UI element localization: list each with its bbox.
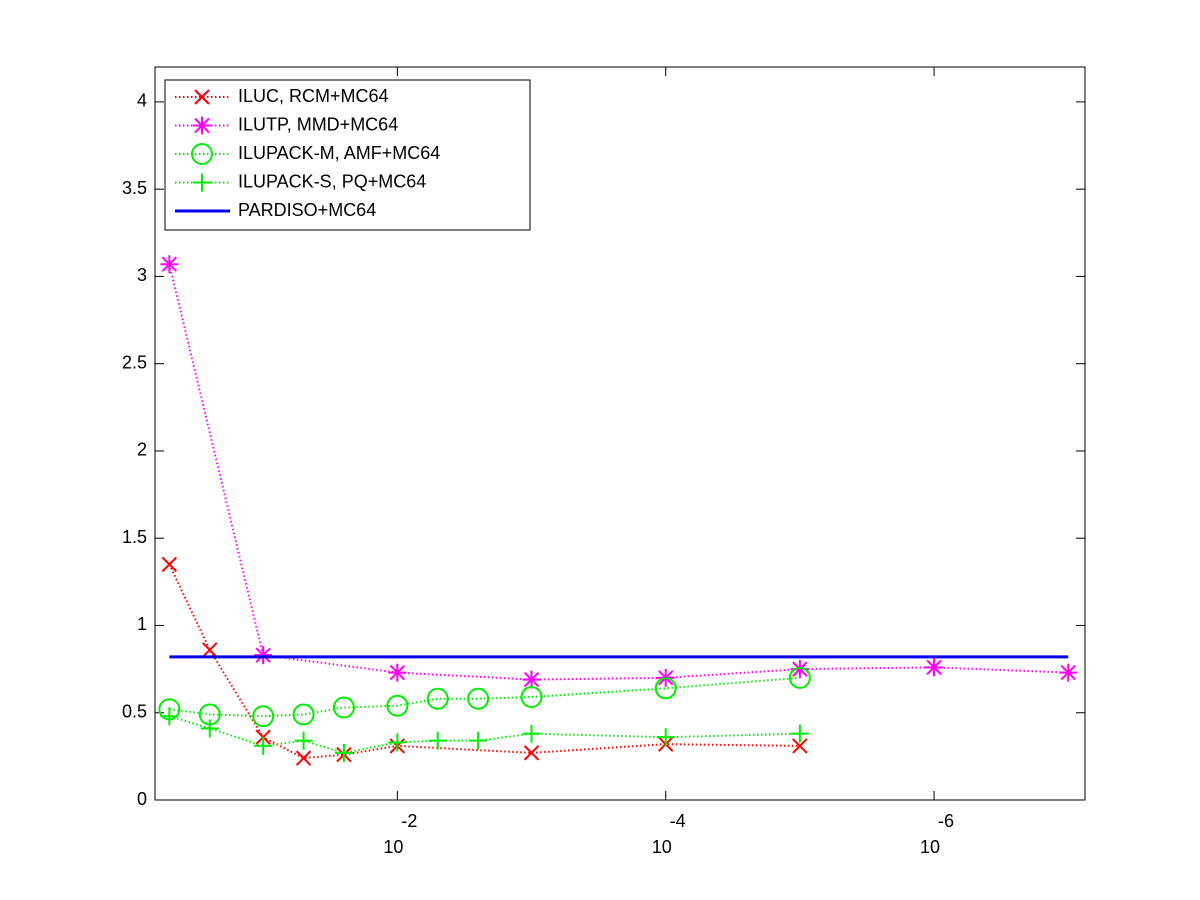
y-tick-label: 2.5 xyxy=(122,352,147,372)
marker xyxy=(254,736,273,755)
marker xyxy=(194,89,210,105)
marker-circle xyxy=(332,696,355,719)
y-tick-label: 2 xyxy=(137,440,147,460)
marker xyxy=(334,743,353,762)
marker xyxy=(522,724,541,743)
marker xyxy=(160,707,179,726)
marker xyxy=(656,728,675,747)
marker xyxy=(254,646,273,665)
y-tick-label: 3 xyxy=(137,265,147,285)
marker xyxy=(469,731,488,750)
series-line xyxy=(168,563,800,760)
marker xyxy=(790,724,809,743)
marker xyxy=(332,696,355,719)
marker xyxy=(1059,663,1078,682)
marker-stroke xyxy=(194,117,210,134)
marker-stroke xyxy=(523,745,540,761)
marker xyxy=(193,116,211,135)
marker xyxy=(160,255,179,274)
marker-stroke xyxy=(1060,664,1076,681)
marker xyxy=(193,173,211,192)
marker-stroke xyxy=(194,89,210,105)
marker xyxy=(792,738,808,754)
marker xyxy=(388,733,407,752)
marker-stroke xyxy=(202,642,218,658)
legend-label: ILUPACK-M, AMF+MC64 xyxy=(238,143,440,163)
marker xyxy=(788,666,811,689)
marker-stroke xyxy=(161,556,178,573)
marker xyxy=(252,705,275,728)
marker-circle xyxy=(788,666,811,689)
x-tick-label: 10 xyxy=(652,837,672,857)
y-tick-label: 1.5 xyxy=(122,527,147,547)
x-tick-label: 10 xyxy=(920,837,940,857)
marker-stroke xyxy=(295,750,312,766)
legend-label: ILUPACK-S, PQ+MC64 xyxy=(238,171,426,191)
y-tick-label: 4 xyxy=(137,91,147,111)
marker-stroke xyxy=(255,647,271,663)
marker xyxy=(925,658,944,677)
x-tick-exponent: -2 xyxy=(401,811,417,831)
marker xyxy=(191,143,213,165)
marker-circle xyxy=(654,677,677,700)
marker xyxy=(200,719,219,738)
marker-circle xyxy=(191,143,213,165)
legend: ILUC, RCM+MC64 ILUTP, MMD+MC64 ILUPACK-M, … xyxy=(164,79,531,231)
y-tick-label: 0 xyxy=(137,789,147,809)
plot-area xyxy=(154,66,1086,801)
marker xyxy=(467,687,490,710)
legend-box xyxy=(164,79,531,231)
marker-circle xyxy=(426,687,449,710)
marker-stroke xyxy=(792,738,808,754)
legend-label: ILUTP, MMD+MC64 xyxy=(238,114,398,134)
marker xyxy=(388,663,407,682)
y-tick-label: 0.5 xyxy=(122,701,147,721)
marker-stroke xyxy=(161,256,178,272)
marker xyxy=(294,731,313,750)
legend-label: PARDISO+MC64 xyxy=(238,200,376,220)
marker xyxy=(520,686,543,709)
marker xyxy=(654,677,677,700)
series-line xyxy=(169,676,800,718)
marker xyxy=(295,750,312,766)
marker xyxy=(202,642,218,658)
marker xyxy=(523,745,540,761)
x-tick-exponent: -6 xyxy=(938,811,954,831)
marker-circle xyxy=(292,703,315,726)
y-tick-label: 3.5 xyxy=(122,178,147,198)
marker-stroke xyxy=(926,659,942,676)
x-tick-label: 10 xyxy=(383,837,403,857)
marker xyxy=(522,670,541,689)
marker xyxy=(426,687,449,710)
marker-circle xyxy=(252,705,275,728)
x-tick-exponent: -4 xyxy=(670,811,686,831)
y-tick-label: 1 xyxy=(137,614,147,634)
marker xyxy=(386,694,409,717)
marker xyxy=(428,731,447,750)
marker xyxy=(161,556,178,573)
marker xyxy=(292,703,315,726)
marker-stroke xyxy=(792,661,808,677)
marker-circle xyxy=(467,687,490,710)
marker-stroke xyxy=(523,671,540,688)
marker-circle xyxy=(386,694,409,717)
legend-label: ILUC, RCM+MC64 xyxy=(238,86,389,106)
marker-stroke xyxy=(389,664,406,681)
marker-circle xyxy=(520,686,543,709)
series-line xyxy=(168,263,1069,681)
